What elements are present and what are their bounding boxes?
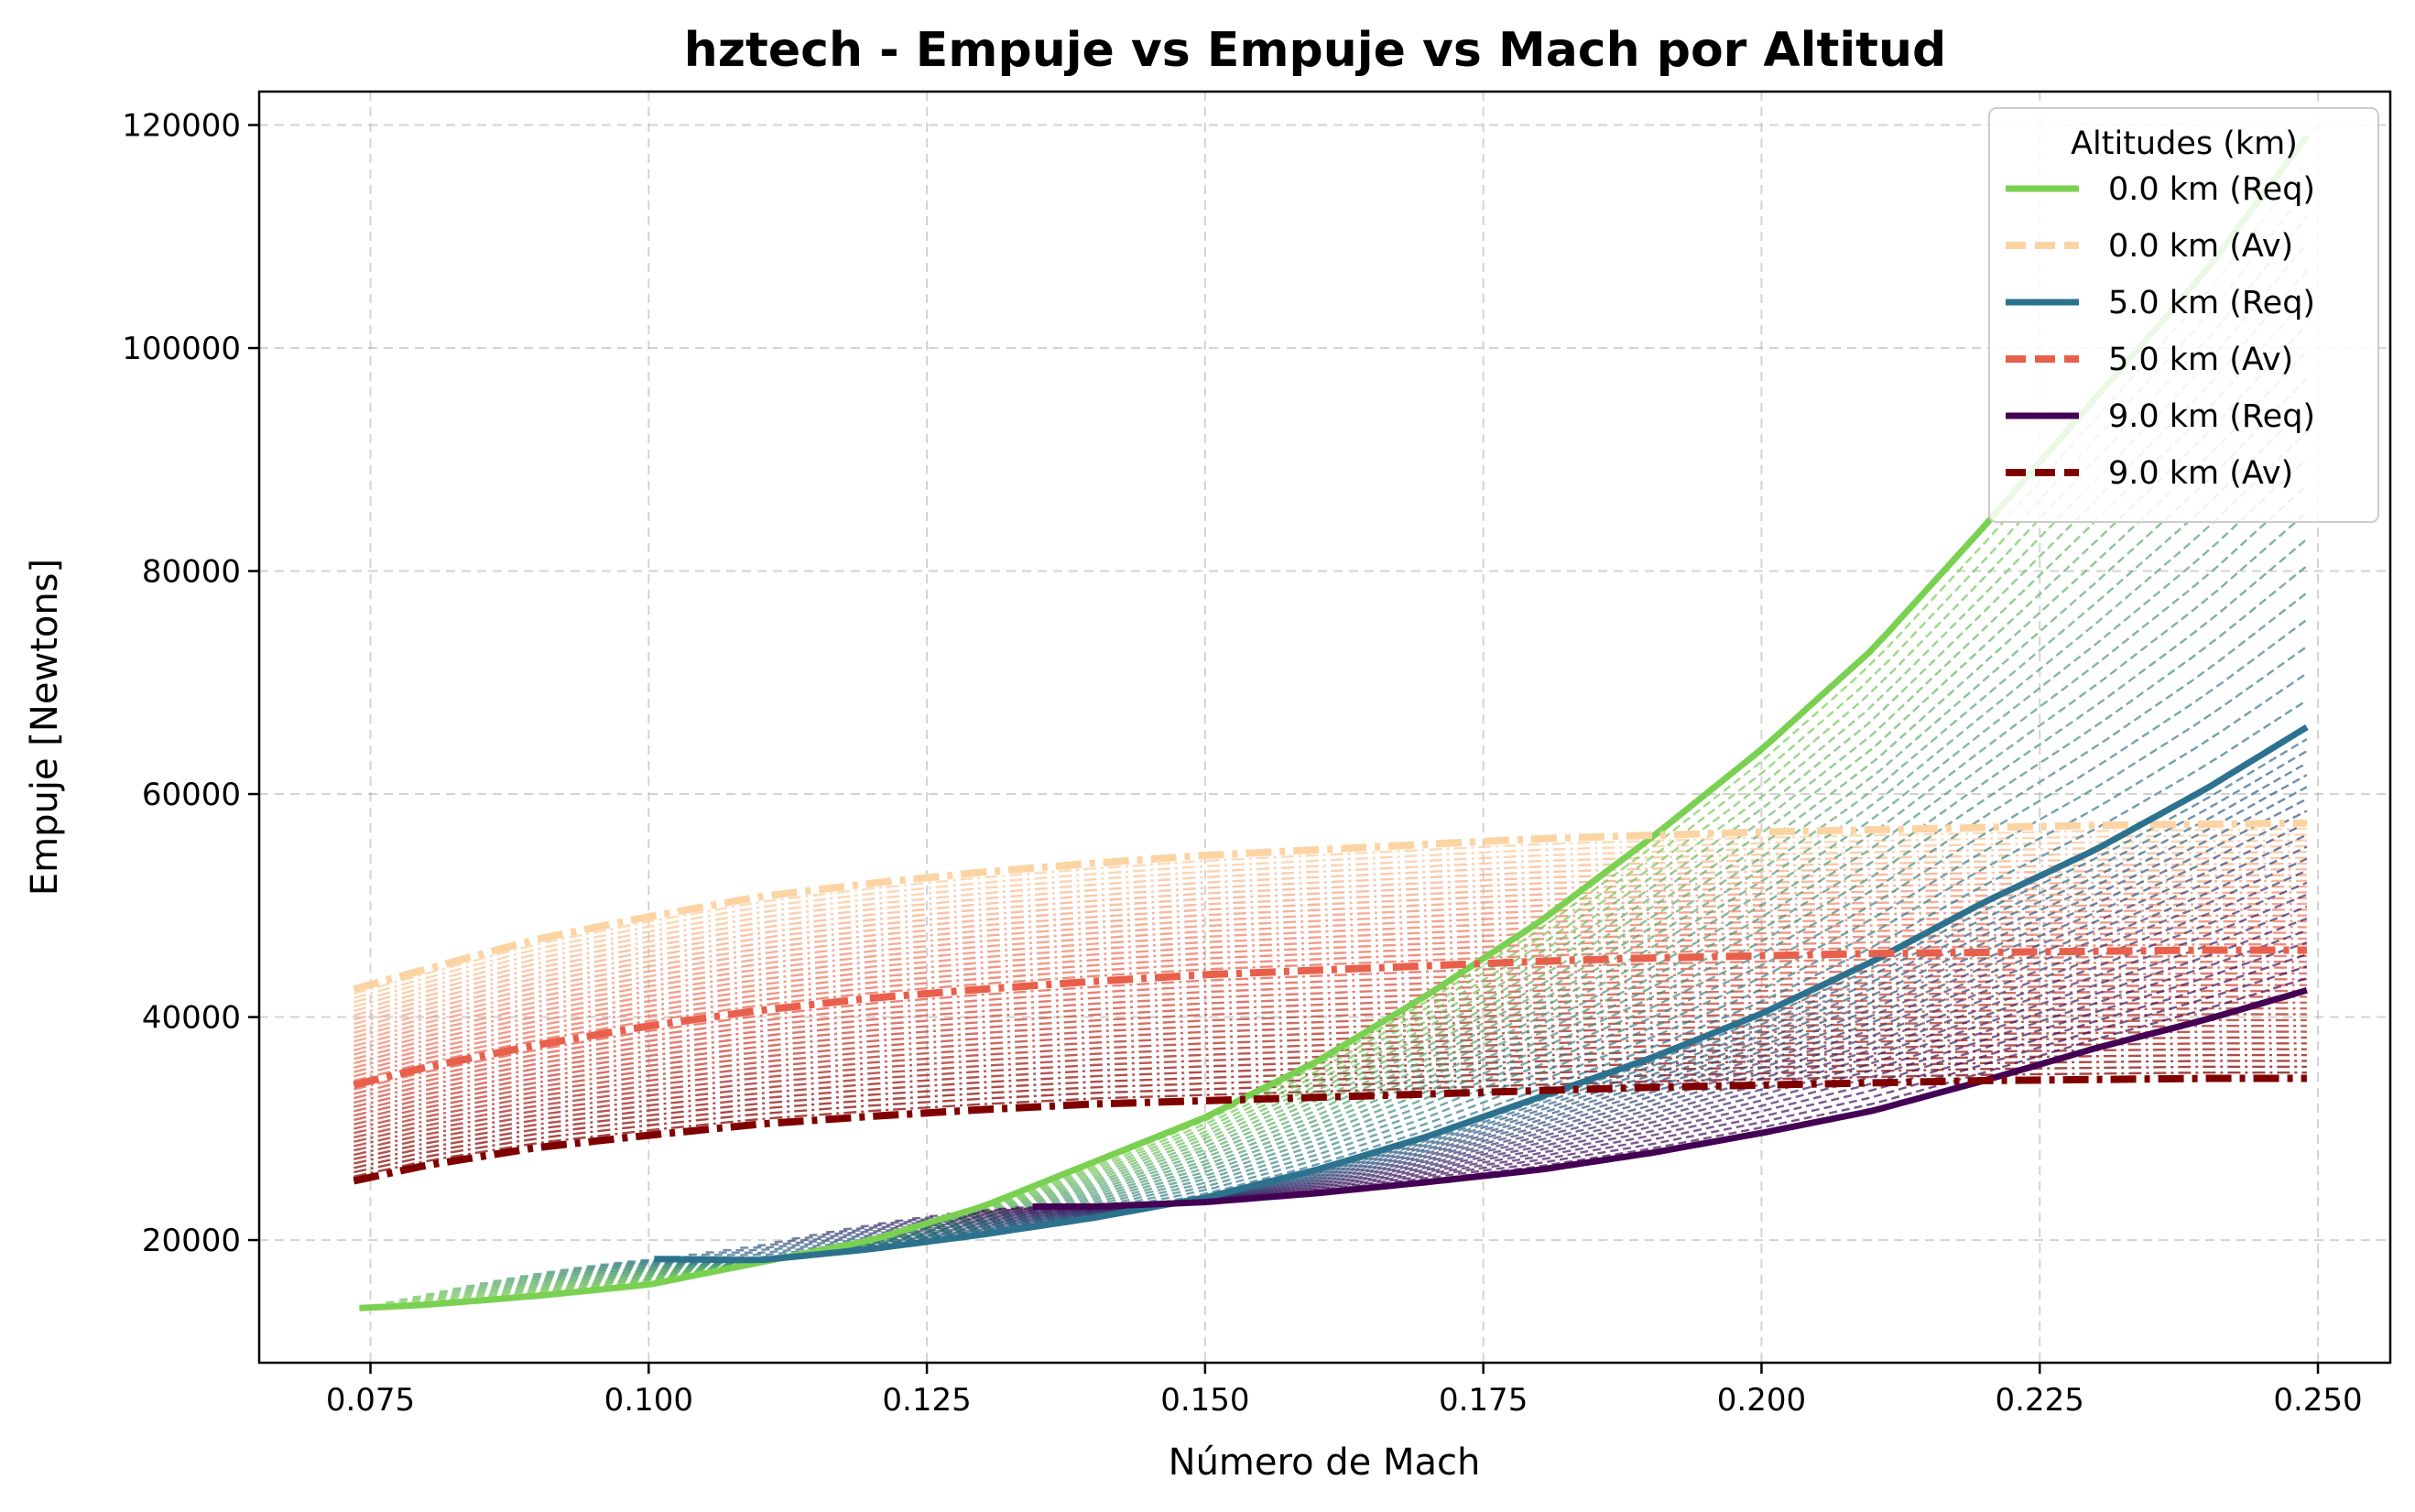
required-thrust-interp-line bbox=[627, 672, 2308, 1263]
required-thrust-interp-line bbox=[640, 699, 2308, 1262]
available-thrust-interp-line bbox=[354, 1018, 2307, 1139]
y-tick-label: 20000 bbox=[142, 1223, 241, 1259]
available-thrust-interp-line bbox=[354, 1007, 2307, 1130]
legend-label: 0.0 km (Req) bbox=[2108, 171, 2315, 208]
required-thrust-interp-line bbox=[493, 404, 2308, 1282]
available-thrust-interp-line bbox=[354, 931, 2307, 1073]
required-thrust-interp-line bbox=[412, 243, 2308, 1299]
legend-label: 9.0 km (Av) bbox=[2108, 455, 2293, 492]
required-thrust-interp-line bbox=[757, 798, 2308, 1247]
series-line-required-0km bbox=[359, 134, 2310, 1311]
required-thrust-interp-line bbox=[399, 215, 2308, 1301]
series-line-required-9km bbox=[1032, 986, 2308, 1210]
chart-title: hztech - Empuje vs Empuje vs Mach por Al… bbox=[684, 23, 1947, 78]
legend-items: 0.0 km (Req) 0.0 km (Av) 5.0 km (Req) 5.0 k… bbox=[2006, 171, 2315, 492]
legend-label: 0.0 km (Av) bbox=[2108, 228, 2293, 265]
available-thrust-interp-line bbox=[354, 1025, 2307, 1143]
x-tick-label: 0.175 bbox=[1439, 1382, 1528, 1419]
available-thrust-interp-line bbox=[354, 984, 2307, 1113]
x-tick-label: 0.150 bbox=[1160, 1382, 1249, 1419]
available-thrust-interp-line bbox=[354, 1065, 2307, 1174]
available-thrust-interp-line bbox=[353, 839, 2307, 1004]
required-thrust-interp-line bbox=[560, 538, 2308, 1271]
x-tick-label: 0.100 bbox=[604, 1382, 693, 1419]
series-line-available-5km bbox=[353, 946, 2307, 1089]
x-axis-ticks: 0.075 0.100 0.125 0.150 0.175 0.200 0.225 0.250 bbox=[326, 1363, 2363, 1419]
x-tick-label: 0.125 bbox=[882, 1382, 971, 1419]
required-thrust-interp-line bbox=[774, 810, 2308, 1244]
y-tick-label: 40000 bbox=[142, 1000, 241, 1037]
available-thrust-interp-line bbox=[353, 868, 2307, 1026]
available-thrust-interp-line bbox=[354, 914, 2307, 1061]
y-tick-label: 120000 bbox=[122, 108, 241, 145]
available-thrust-interp-line bbox=[354, 926, 2307, 1069]
x-tick-label: 0.075 bbox=[326, 1382, 415, 1419]
available-thrust-interp-line bbox=[353, 844, 2307, 1008]
plot-frame bbox=[257, 90, 2392, 1365]
available-thrust-interp-line bbox=[353, 862, 2307, 1021]
available-thrust-interp-line bbox=[354, 995, 2307, 1122]
available-thrust-interp-line bbox=[353, 833, 2307, 999]
series-line-available-9km bbox=[353, 1074, 2307, 1185]
available-thrust-interp-line bbox=[354, 943, 2307, 1082]
available-thrust-interp-line bbox=[354, 937, 2307, 1078]
available-thrust-interp-line bbox=[354, 954, 2307, 1091]
legend: Altitudes (km) 0.0 km (Req) 0.0 km (Av) 5.… bbox=[1988, 107, 2379, 523]
available-thrust-interp-line bbox=[354, 1001, 2307, 1126]
series-line-required-5km bbox=[654, 724, 2309, 1264]
required-thrust-interp-line bbox=[705, 762, 2308, 1255]
required-thrust-interp-line bbox=[843, 857, 2308, 1231]
y-axis-label: Empuje [Newtons] bbox=[24, 559, 66, 896]
required-thrust-interp-line bbox=[1015, 977, 2308, 1209]
legend-title: Altitudes (km) bbox=[2071, 125, 2298, 162]
legend-label: 9.0 km (Req) bbox=[2108, 398, 2315, 435]
x-tick-label: 0.250 bbox=[2273, 1382, 2362, 1419]
available-thrust-interp-line bbox=[353, 885, 2307, 1039]
x-axis-label: Número de Mach bbox=[1169, 1441, 1481, 1484]
available-thrust-interp-line bbox=[354, 919, 2307, 1065]
x-tick-label: 0.200 bbox=[1717, 1382, 1806, 1419]
legend-label: 5.0 km (Req) bbox=[2108, 285, 2315, 321]
available-thrust-interp-line bbox=[353, 879, 2307, 1034]
available-thrust-interp-line bbox=[353, 827, 2307, 995]
y-axis-ticks: 20000 40000 60000 80000 100000 120000 bbox=[122, 108, 259, 1259]
available-thrust-interp-line bbox=[353, 891, 2307, 1043]
legend-label: 5.0 km (Av) bbox=[2108, 342, 2293, 378]
available-thrust-interp-line bbox=[353, 851, 2307, 1013]
series-lines bbox=[353, 134, 2310, 1311]
available-thrust-interp-line bbox=[354, 1071, 2307, 1178]
available-thrust-interp-line bbox=[354, 978, 2307, 1108]
required-thrust-interp-line bbox=[929, 917, 2308, 1218]
available-thrust-interp-line bbox=[353, 874, 2307, 1030]
y-tick-label: 80000 bbox=[142, 554, 241, 591]
legend-box bbox=[1988, 107, 2379, 523]
series-line-available-0km bbox=[353, 819, 2307, 993]
available-thrust-interp-line bbox=[354, 961, 2307, 1095]
required-thrust-interp-line bbox=[860, 869, 2308, 1228]
y-tick-label: 100000 bbox=[122, 331, 241, 367]
required-thrust-interp-line bbox=[740, 786, 2308, 1249]
available-thrust-interp-line bbox=[354, 966, 2307, 1100]
available-thrust-interp-line bbox=[353, 856, 2307, 1017]
required-thrust-interp-line bbox=[946, 929, 2308, 1215]
required-thrust-interp-line bbox=[723, 774, 2308, 1252]
available-thrust-interp-line bbox=[354, 1042, 2307, 1157]
required-thrust-interp-line bbox=[547, 511, 2308, 1274]
x-tick-label: 0.225 bbox=[1996, 1382, 2084, 1419]
y-tick-label: 60000 bbox=[142, 777, 241, 813]
